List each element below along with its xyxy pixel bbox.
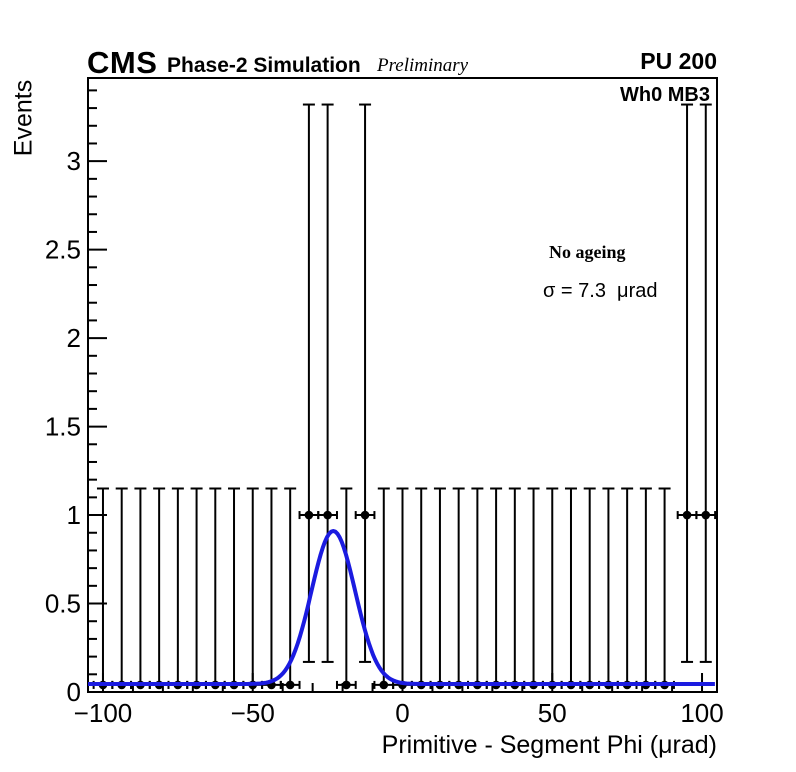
- fit-curve: [88, 529, 715, 686]
- y-tick-label: 2: [67, 323, 81, 353]
- y-tick-label: 0.5: [45, 589, 81, 619]
- data-point: [360, 510, 370, 520]
- ageing-annotation: No ageing: [549, 242, 626, 262]
- data-point: [682, 510, 692, 520]
- x-tick-label: −100: [74, 698, 133, 728]
- data-point: [701, 510, 711, 520]
- y-tick-label: 2.5: [45, 235, 81, 265]
- data-point: [285, 680, 295, 690]
- sigma-annotation: σ = 7.3 μrad: [543, 280, 658, 302]
- y-tick-label: 0: [67, 677, 81, 707]
- y-tick-label: 1: [67, 500, 81, 530]
- y-tick-label: 1.5: [45, 412, 81, 442]
- data-point: [323, 510, 332, 520]
- x-tick-label: 50: [538, 698, 567, 728]
- x-tick-label: −50: [231, 698, 275, 728]
- preliminary-label: Preliminary: [377, 55, 469, 76]
- data-point: [379, 680, 389, 690]
- x-tick-label: 0: [395, 698, 409, 728]
- simulation-subtitle: Phase-2 Simulation: [167, 54, 361, 77]
- y-tick-label: 3: [67, 146, 81, 176]
- cms-logo-text: CMS: [87, 45, 158, 80]
- data-point: [304, 510, 314, 520]
- x-tick-label: 100: [680, 698, 723, 728]
- pileup-label: PU 200: [640, 48, 717, 74]
- data-point: [342, 680, 351, 690]
- chamber-label: Wh0 MB3: [620, 84, 710, 106]
- y-axis-title: Events: [9, 79, 38, 157]
- x-axis-title: Primitive - Segment Phi (μrad): [381, 731, 717, 759]
